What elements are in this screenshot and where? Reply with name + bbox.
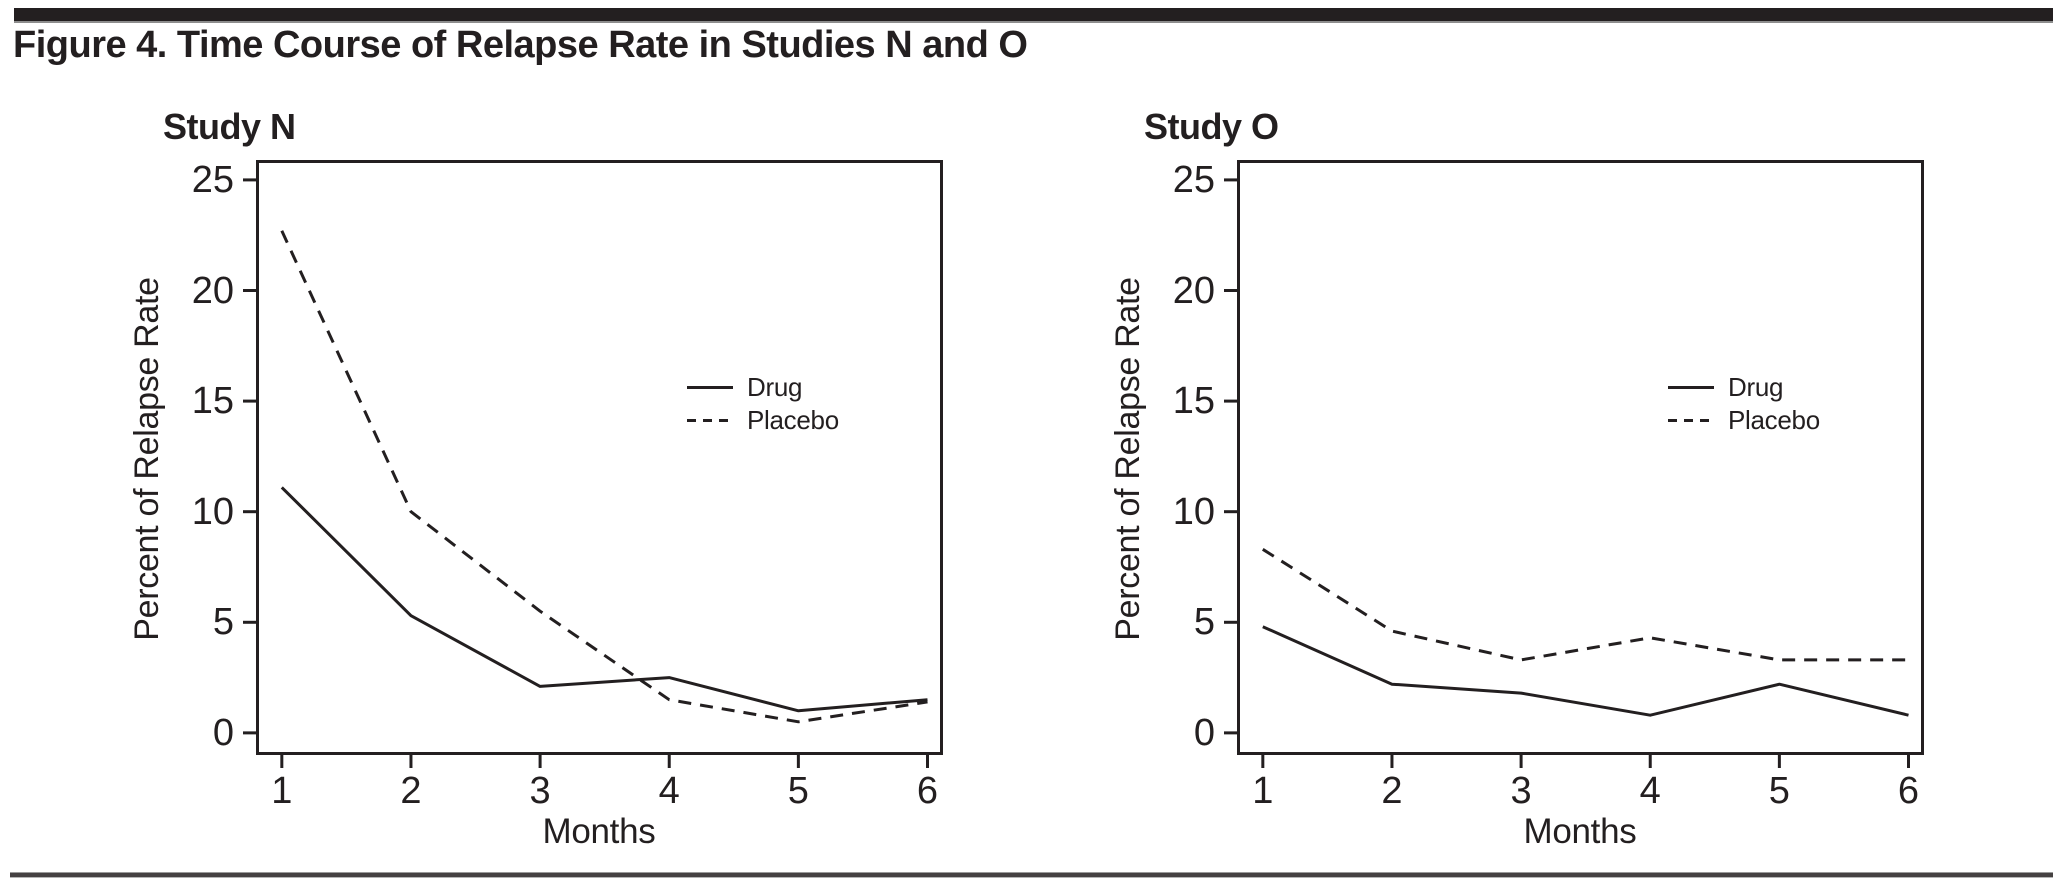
drug-line <box>1262 625 1909 717</box>
x-tick-label: 4 <box>1639 770 1661 812</box>
placebo-line <box>280 230 928 724</box>
study-n-title: Study N <box>163 106 296 147</box>
legend-label-placebo: Placebo <box>1728 405 1820 435</box>
drug-line-sample-icon <box>1668 386 1714 389</box>
study-n-chart: Study N Percent of Relapse Rate Drug Pla… <box>128 106 943 851</box>
x-tick-label: 6 <box>916 770 939 812</box>
y-tick-label: 20 <box>191 269 234 312</box>
placebo-line-sample-icon <box>687 419 733 422</box>
drug-line <box>280 486 928 713</box>
x-tick-label: 2 <box>1381 770 1403 812</box>
legend-label-drug: Drug <box>1728 372 1784 402</box>
y-tick-label: 15 <box>1172 380 1215 423</box>
placebo-line-sample-icon <box>1668 419 1714 422</box>
y-tick-label: 25 <box>191 158 234 201</box>
line-plot <box>243 160 943 768</box>
legend-label-placebo: Placebo <box>747 405 839 435</box>
x-tick-label: 4 <box>658 770 680 812</box>
line-plot <box>1224 160 1924 768</box>
y-tick-label: 25 <box>1172 158 1215 201</box>
x-axis-label: Months <box>1523 812 1637 851</box>
plot-area: Drug Placebo <box>1224 160 1924 768</box>
y-tick-label: 5 <box>212 601 234 644</box>
x-tick-label: 1 <box>1252 770 1274 812</box>
y-axis-label: Percent of Relapse Rate <box>1109 277 1147 641</box>
legend-row-placebo: Placebo <box>687 404 839 437</box>
y-tick-label: 0 <box>1193 711 1215 754</box>
x-tick-label: 3 <box>1510 770 1532 812</box>
plot-area: Drug Placebo <box>243 160 943 768</box>
y-tick-label: 20 <box>1172 269 1215 312</box>
placebo-line <box>1261 548 1909 662</box>
top-rule <box>14 8 2053 23</box>
x-tick-label: 3 <box>529 770 551 812</box>
legend-row-placebo: Placebo <box>1668 404 1820 437</box>
y-axis-label: Percent of Relapse Rate <box>128 277 166 641</box>
y-tick-label: 10 <box>191 490 234 533</box>
study-o-title: Study O <box>1144 106 1279 147</box>
x-tick-label: 5 <box>787 770 809 812</box>
legend: Drug Placebo <box>687 371 839 437</box>
legend-row-drug: Drug <box>1668 371 1820 404</box>
y-tick-label: 5 <box>1193 601 1215 644</box>
x-axis-label: Months <box>542 812 656 851</box>
x-tick-label: 2 <box>400 770 422 812</box>
x-tick-label: 5 <box>1768 770 1790 812</box>
drug-line-sample-icon <box>687 386 733 389</box>
y-tick-label: 0 <box>212 711 234 754</box>
x-tick-label: 1 <box>271 770 293 812</box>
y-tick-label: 15 <box>191 380 234 423</box>
y-tick-label: 10 <box>1172 490 1215 533</box>
legend-label-drug: Drug <box>747 372 803 402</box>
legend-row-drug: Drug <box>687 371 839 404</box>
legend: Drug Placebo <box>1668 371 1820 437</box>
x-tick-label: 6 <box>1897 770 1920 812</box>
figure-title: Figure 4. Time Course of Relapse Rate in… <box>13 24 1028 66</box>
bottom-rule <box>10 872 2053 878</box>
study-o-chart: Study O Percent of Relapse Rate Drug Pla… <box>981 0 2041 894</box>
